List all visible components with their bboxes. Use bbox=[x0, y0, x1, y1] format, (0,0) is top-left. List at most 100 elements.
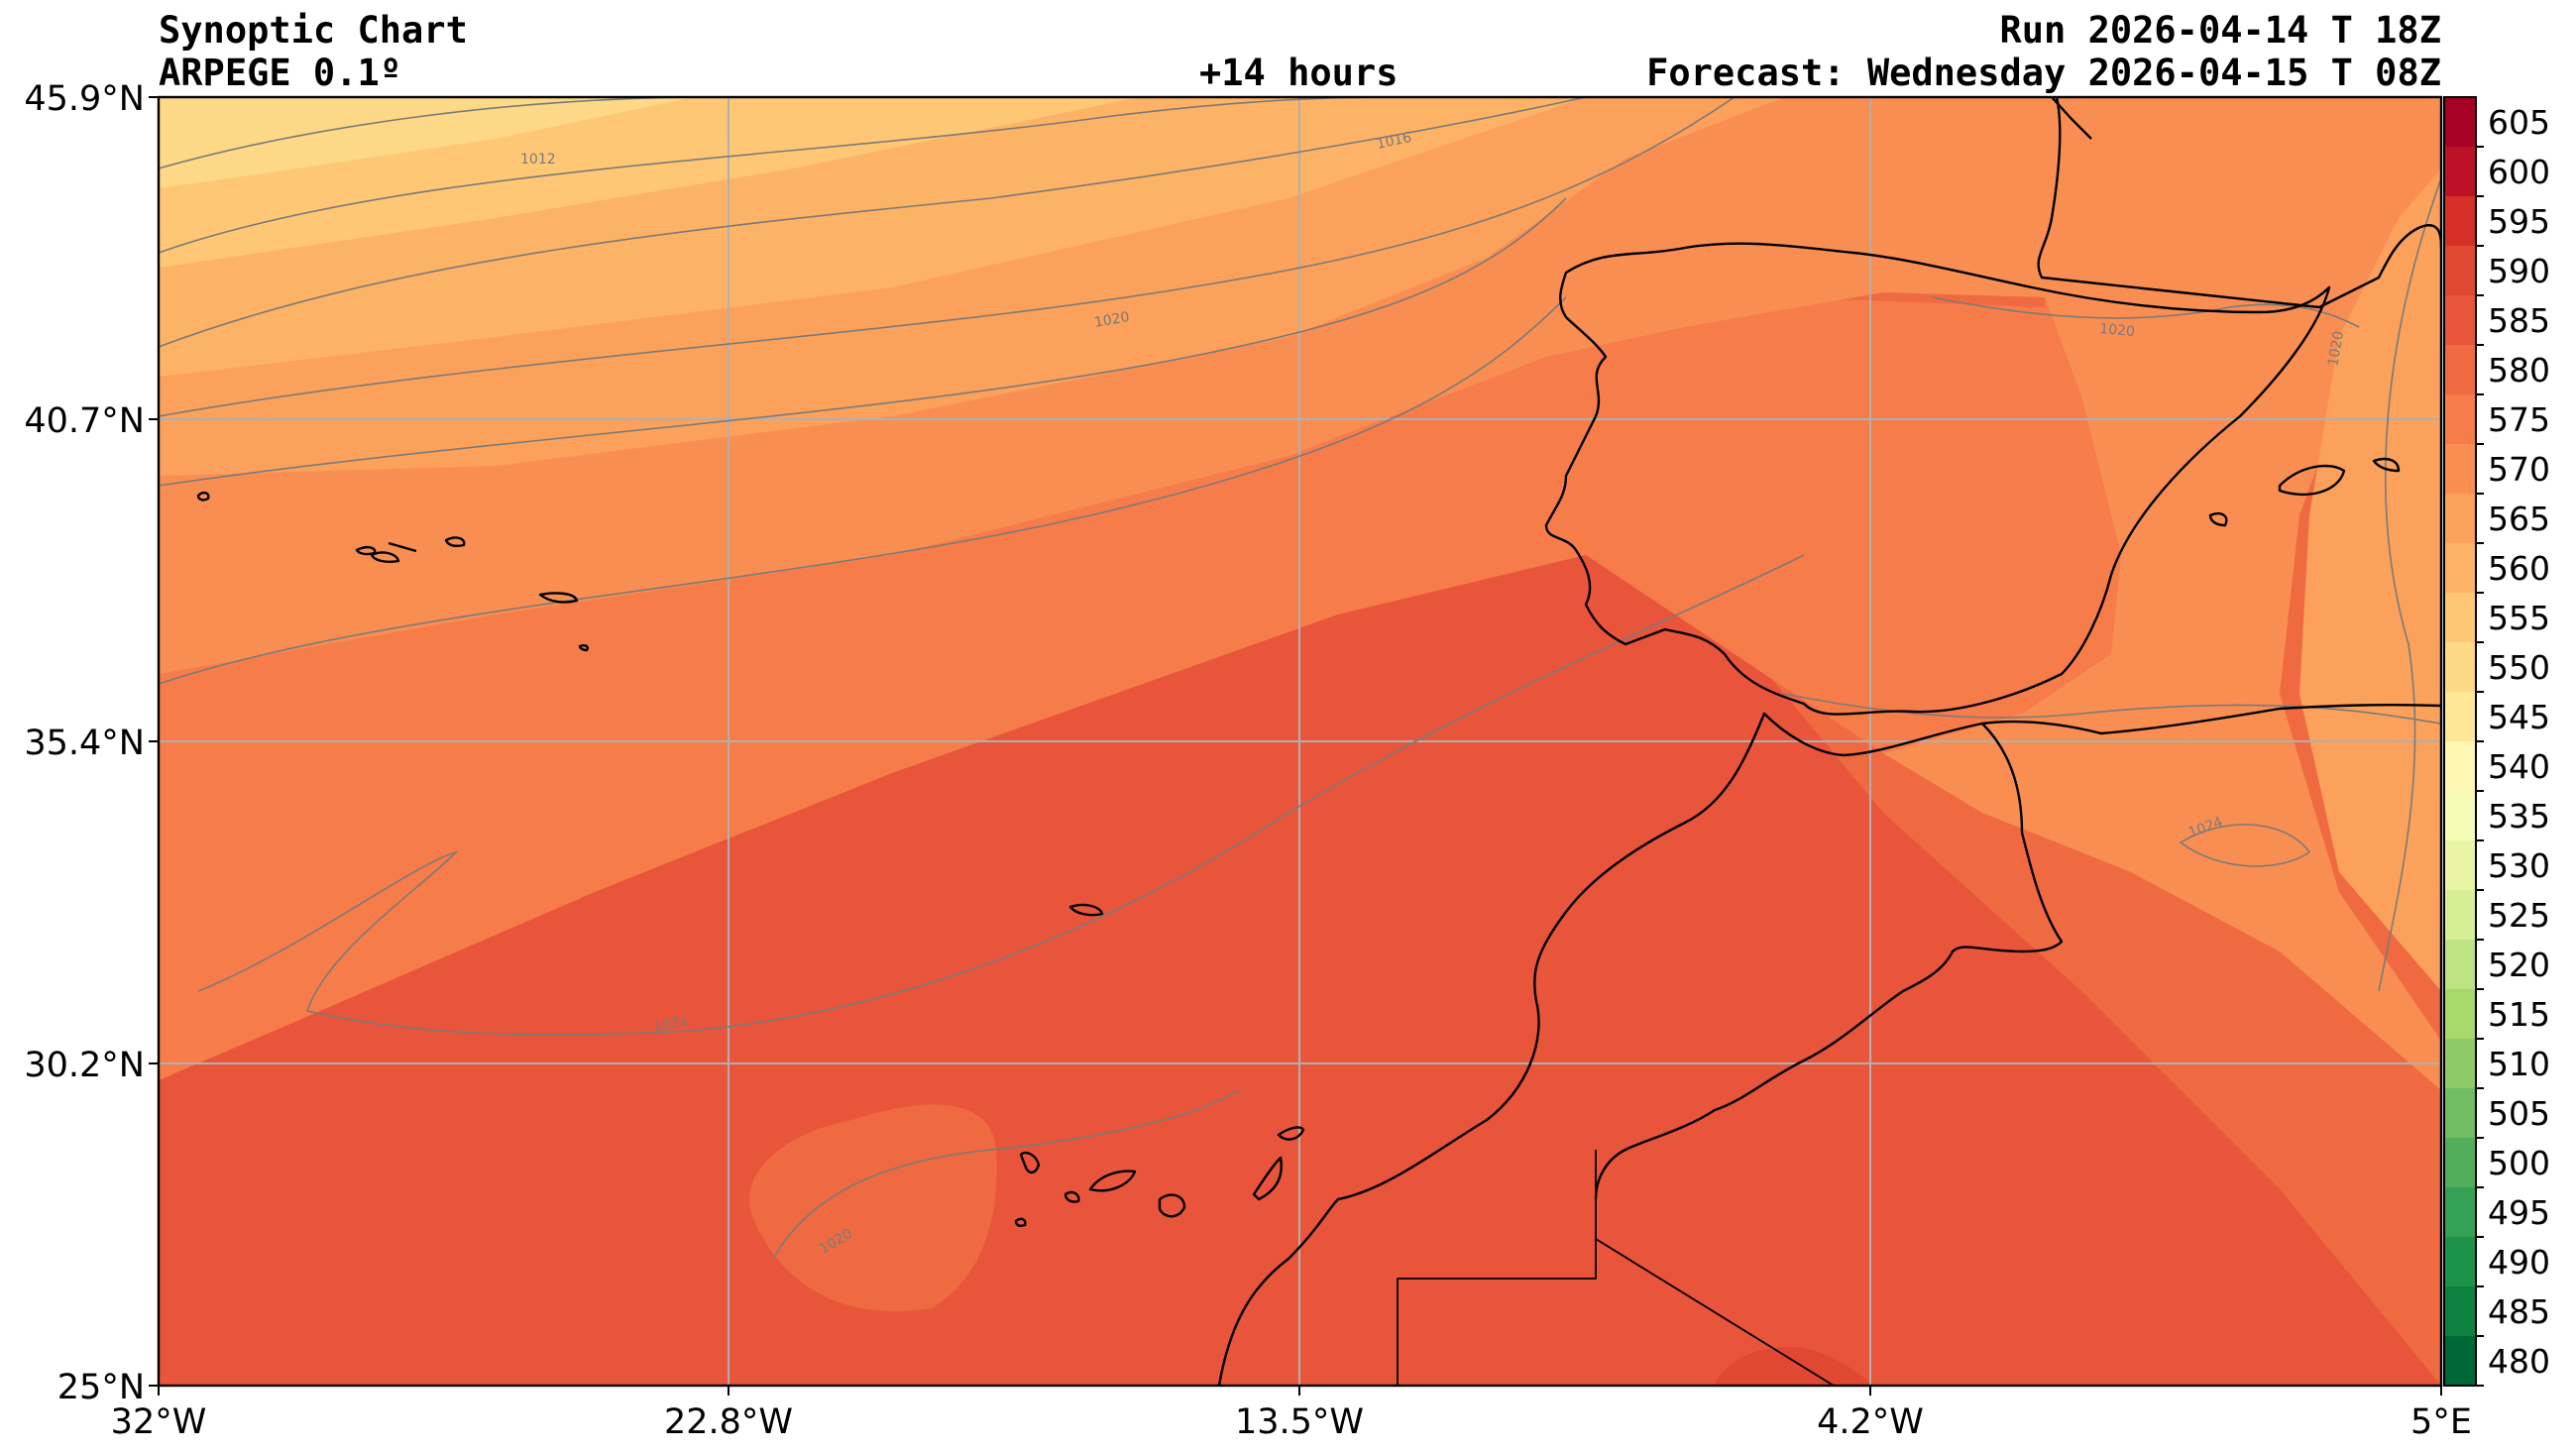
lon-label: 13.5°W bbox=[1235, 1402, 1364, 1442]
colorbar-label: 530 bbox=[2488, 846, 2550, 885]
menorca bbox=[2372, 457, 2401, 473]
band-580-canary bbox=[749, 1104, 997, 1312]
colorbar-swatch bbox=[2444, 97, 2476, 148]
ibiza bbox=[2208, 511, 2228, 527]
colorbar-swatch bbox=[2444, 1336, 2476, 1387]
colorbar-label: 560 bbox=[2488, 549, 2550, 588]
colorbar-swatch bbox=[2444, 543, 2476, 594]
france-coast bbox=[2037, 97, 2441, 309]
colorbar-label: 585 bbox=[2488, 301, 2550, 340]
azores-island bbox=[370, 551, 400, 563]
canary-island bbox=[1088, 1170, 1137, 1192]
colorbar-swatch bbox=[2444, 295, 2476, 346]
run-time: Run 2026-04-14 T 18Z bbox=[1999, 9, 2441, 52]
band-565-east bbox=[2299, 168, 2441, 991]
iberia-coast bbox=[1544, 242, 2331, 716]
colorbar-label: 540 bbox=[2488, 747, 2550, 786]
colorbar-swatch bbox=[2444, 1187, 2476, 1238]
border-2 bbox=[1595, 1238, 1835, 1386]
lat-label: 40.7°N bbox=[24, 401, 145, 441]
colorbar-swatch bbox=[2444, 593, 2476, 643]
azores-island bbox=[444, 536, 466, 547]
colorbar-swatch bbox=[2444, 1088, 2476, 1139]
madeira bbox=[1068, 903, 1104, 917]
lead-time: +14 hours bbox=[1199, 52, 1399, 94]
colorbar-swatch bbox=[2444, 246, 2476, 296]
azores-island bbox=[578, 644, 590, 652]
isobar-label: 1024 bbox=[652, 1014, 690, 1035]
lat-label: 30.2°N bbox=[24, 1046, 145, 1085]
colorbar-swatch bbox=[2444, 1138, 2476, 1188]
colorbar-swatch bbox=[2444, 444, 2476, 495]
canary-island bbox=[1064, 1190, 1080, 1203]
colorbar-swatch bbox=[2444, 1286, 2476, 1337]
canary-island bbox=[1277, 1126, 1305, 1141]
colorbar-swatch bbox=[2444, 989, 2476, 1040]
colorbar-swatch bbox=[2444, 147, 2476, 197]
isobar-label: 1016 bbox=[1376, 130, 1413, 153]
model-name: ARPEGE 0.1º bbox=[159, 52, 402, 94]
lat-labels: 45.9°N 40.7°N 35.4°N 30.2°N 25°N bbox=[24, 79, 145, 1407]
band-590 bbox=[1715, 1347, 1873, 1386]
axis-ticks bbox=[149, 96, 2442, 1396]
gridlines bbox=[159, 97, 2441, 1386]
colorbar-swatch bbox=[2444, 345, 2476, 395]
colorbar-label: 565 bbox=[2488, 500, 2550, 538]
colorbar-label: 510 bbox=[2488, 1045, 2550, 1083]
canary-island bbox=[1252, 1156, 1283, 1201]
canary-island bbox=[1019, 1151, 1041, 1174]
colorbar-label: 485 bbox=[2488, 1292, 2550, 1331]
azores-island bbox=[538, 592, 579, 604]
colorbar-swatch bbox=[2444, 791, 2476, 841]
colorbar-swatch bbox=[2444, 196, 2476, 247]
colorbar-label: 495 bbox=[2488, 1193, 2550, 1232]
colorbar-label: 505 bbox=[2488, 1094, 2550, 1133]
colorbar-swatch bbox=[2444, 1039, 2476, 1089]
africa-coast bbox=[1217, 704, 2441, 1386]
colorbar-label: 555 bbox=[2488, 599, 2550, 637]
colorbar-swatch bbox=[2444, 890, 2476, 941]
colorbar-swatch bbox=[2444, 642, 2476, 693]
colorbar-label: 595 bbox=[2488, 202, 2550, 241]
lon-label: 32°W bbox=[111, 1402, 207, 1442]
colorbar-label: 570 bbox=[2488, 450, 2550, 489]
colorbar-label: 490 bbox=[2488, 1243, 2550, 1282]
colorbar-label: 590 bbox=[2488, 252, 2550, 290]
colorbar-label: 575 bbox=[2488, 400, 2550, 439]
border-1 bbox=[1397, 1150, 1597, 1386]
colorbar-swatch bbox=[2444, 394, 2476, 445]
forecast-time: Forecast: Wednesday 2026-04-15 T 08Z bbox=[1646, 52, 2441, 94]
colorbar-label: 605 bbox=[2488, 103, 2550, 142]
isobars bbox=[159, 97, 2441, 1260]
colorbar-label: 550 bbox=[2488, 648, 2550, 687]
colorbar: 605 600 595 590 585 580 575 570 565 560 555 550 545 5… bbox=[2443, 96, 2550, 1387]
band-550 bbox=[159, 97, 694, 188]
isobar-label: 1020 bbox=[2099, 321, 2136, 340]
colorbar-swatch bbox=[2444, 840, 2476, 891]
lon-label: 5°E bbox=[2410, 1402, 2472, 1442]
colorbar-swatch bbox=[2444, 940, 2476, 990]
colorbar-label: 515 bbox=[2488, 995, 2550, 1034]
colorbar-swatch bbox=[2444, 1237, 2476, 1287]
colorbar-label: 525 bbox=[2488, 896, 2550, 935]
azores-island bbox=[196, 491, 210, 502]
coastlines bbox=[196, 97, 2441, 1386]
colorbar-swatch bbox=[2444, 741, 2476, 792]
lon-label: 4.2°W bbox=[1817, 1402, 1924, 1442]
chart-title: Synoptic Chart bbox=[159, 9, 468, 52]
isobar-label: 1020 bbox=[1093, 309, 1131, 331]
colorbar-label: 580 bbox=[2488, 351, 2550, 390]
lon-labels: 32°W 22.8°W 13.5°W 4.2°W 5°E bbox=[111, 1402, 2472, 1442]
canary-island bbox=[1158, 1193, 1186, 1218]
colorbar-label: 500 bbox=[2488, 1144, 2550, 1182]
canary-island bbox=[1014, 1217, 1027, 1227]
lat-label: 45.9°N bbox=[24, 79, 145, 119]
isobar-label: 1012 bbox=[520, 152, 556, 168]
azores-island bbox=[388, 541, 417, 553]
lat-label: 35.4°N bbox=[24, 724, 145, 763]
colorbar-label: 520 bbox=[2488, 946, 2550, 984]
colorbar-swatch bbox=[2444, 494, 2476, 544]
lon-label: 22.8°W bbox=[664, 1402, 793, 1442]
isobar-label: 1020 bbox=[2325, 330, 2347, 368]
